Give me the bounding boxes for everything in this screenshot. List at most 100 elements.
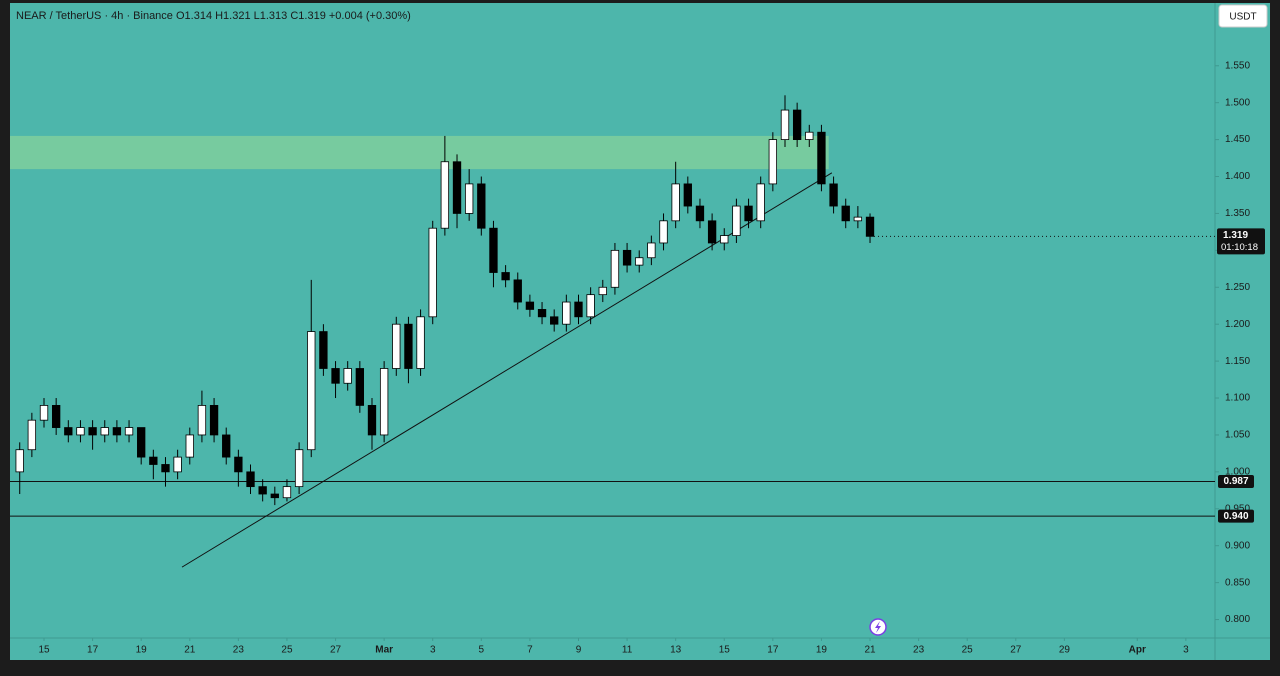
x-tick-label: 25	[281, 645, 293, 656]
candle-body	[100, 427, 109, 436]
candle-body	[246, 471, 255, 488]
x-tick-label: 3	[1183, 645, 1189, 656]
y-tick-label: 1.250	[1225, 282, 1250, 293]
x-tick-label: 15	[719, 645, 731, 656]
y-tick-label: 1.100	[1225, 393, 1250, 404]
x-tick-label: 27	[330, 645, 342, 656]
x-tick-label: 21	[184, 645, 196, 656]
x-tick-label: 17	[767, 645, 779, 656]
candle-body	[610, 249, 620, 288]
candle-body	[464, 183, 474, 214]
x-tick-label: 23	[233, 645, 245, 656]
candle-body	[343, 368, 352, 384]
y-tick-label: 1.550	[1225, 60, 1250, 71]
candle-body	[756, 183, 765, 222]
supply-zone	[10, 135, 829, 170]
candle-body	[635, 257, 644, 266]
candle-body	[416, 316, 425, 369]
candle-body	[319, 331, 328, 369]
candle-body	[258, 486, 267, 495]
x-tick-label: 13	[670, 645, 682, 656]
candle-body	[853, 216, 863, 222]
candle-body	[683, 183, 692, 207]
currency-button[interactable]	[1218, 4, 1268, 28]
candle-body	[64, 427, 73, 436]
candle-body	[222, 434, 231, 458]
candle-body	[792, 109, 802, 140]
candle-body	[707, 220, 717, 244]
x-tick-label: 21	[864, 645, 876, 656]
candle-body	[647, 242, 656, 259]
x-tick-label: 25	[962, 645, 974, 656]
candle-body	[209, 405, 219, 436]
candle-body	[270, 493, 279, 499]
candle-body	[149, 456, 158, 465]
level-price-label: 0.940	[1223, 511, 1248, 522]
candle-body	[76, 427, 85, 436]
candle-body	[659, 220, 668, 244]
y-tick-label: 0.850	[1225, 577, 1250, 588]
candle-body	[197, 405, 207, 436]
candle-body	[586, 294, 595, 318]
last-price-label: 1.319	[1223, 230, 1248, 241]
candle-body	[477, 183, 486, 229]
candle-body	[768, 139, 778, 185]
candle-body	[137, 427, 146, 458]
y-tick-label: 0.950	[1225, 503, 1250, 514]
y-tick-label: 1.450	[1225, 134, 1250, 145]
y-tick-label: 0.900	[1225, 540, 1250, 551]
level-price-tag	[1218, 509, 1254, 523]
candle-body	[452, 161, 462, 214]
x-tick-label: 27	[1010, 645, 1022, 656]
chart-background	[10, 3, 1270, 660]
candle-body	[234, 456, 243, 473]
candle-body	[428, 227, 437, 318]
candle-body	[367, 405, 377, 436]
candle-body	[841, 205, 850, 222]
currency-button-label[interactable]: USDT	[1229, 12, 1256, 23]
x-tick-label: 19	[816, 645, 828, 656]
level-price-label: 0.987	[1223, 476, 1248, 487]
candle-body	[622, 249, 632, 266]
candle-body	[720, 235, 729, 244]
candle-body	[379, 368, 389, 436]
x-tick-label: 3	[430, 645, 436, 656]
candle-body	[732, 205, 741, 236]
candle-body	[51, 405, 61, 428]
x-tick-label: 15	[38, 645, 50, 656]
y-tick-label: 1.400	[1225, 171, 1250, 182]
last-price-tag	[1217, 228, 1265, 255]
candle-body	[550, 316, 559, 325]
candle-body	[88, 427, 97, 436]
y-tick-label: 1.350	[1225, 208, 1250, 219]
candle-body	[27, 419, 37, 451]
x-tick-label: 19	[136, 645, 148, 656]
candle-body	[537, 309, 547, 318]
candle-body	[294, 449, 304, 488]
candle-body	[173, 456, 182, 473]
candle-body	[744, 205, 753, 222]
candle-body	[574, 301, 583, 318]
candle-body	[282, 486, 292, 499]
candle-body	[355, 368, 365, 406]
candle-body	[598, 286, 607, 296]
bar-countdown: 01:10:18	[1221, 242, 1258, 253]
x-tick-label: Apr	[1129, 645, 1146, 656]
candle-body	[671, 183, 680, 222]
x-tick-label: Mar	[375, 645, 393, 656]
y-tick-label: 1.000	[1225, 467, 1250, 478]
x-tick-label: 9	[576, 645, 582, 656]
lightning-icon[interactable]	[869, 618, 887, 636]
x-tick-label: 17	[87, 645, 99, 656]
candle-body	[829, 183, 838, 207]
y-tick-label: 0.800	[1225, 614, 1250, 625]
candle-body	[525, 301, 535, 310]
candle-body	[865, 216, 875, 237]
candle-body	[39, 405, 49, 421]
x-tick-label: 7	[527, 645, 533, 656]
candle-body	[404, 323, 413, 369]
x-tick-label: 11	[622, 645, 633, 656]
candle-body	[489, 227, 498, 273]
candle-body	[805, 131, 814, 140]
